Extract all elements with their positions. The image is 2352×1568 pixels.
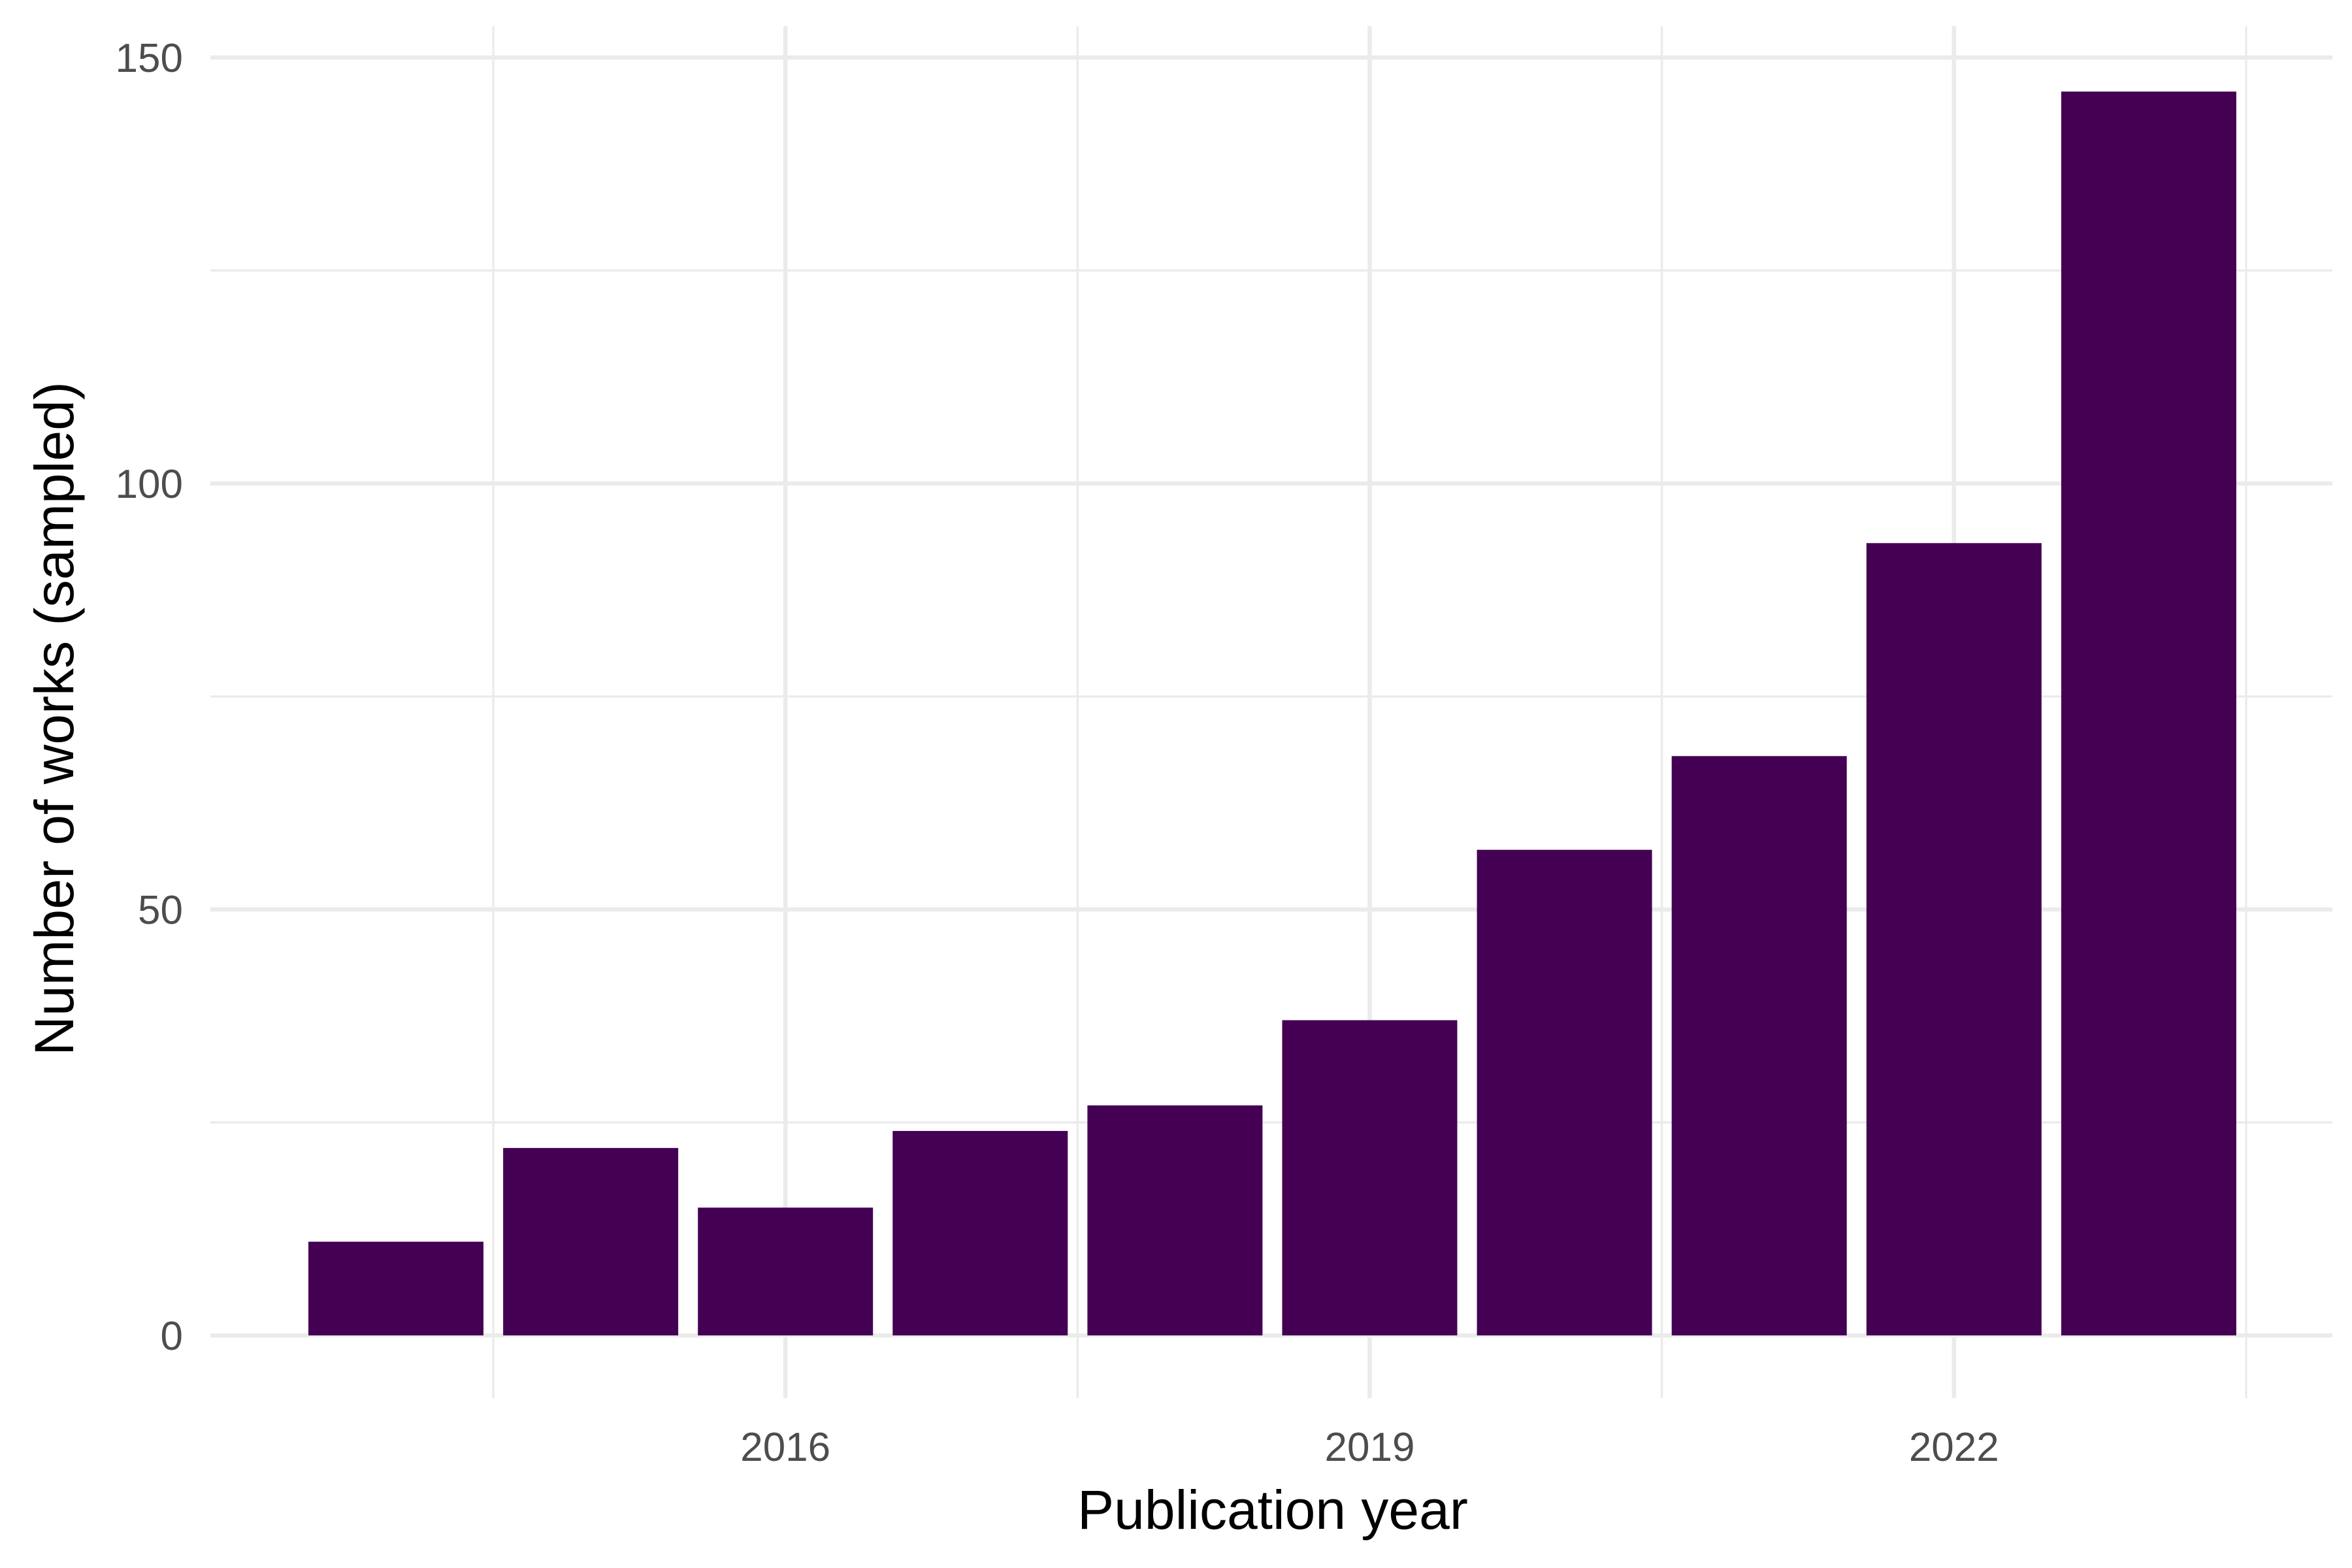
bar-2017 [892,1131,1068,1335]
bar-2014 [308,1241,483,1335]
bar-2023 [2061,91,2236,1335]
y-tick-label: 50 [138,888,183,933]
y-axis-title: Number of works (sampled) [24,382,85,1056]
bar-2022 [1866,543,2042,1335]
x-tick-label: 2019 [1325,1425,1415,1470]
y-tick-label: 0 [161,1314,183,1359]
y-tick-label: 100 [116,462,183,507]
y-axis-tick-labels: 0 50 100 150 [116,36,183,1359]
bar-2021 [1671,756,1847,1335]
bar-2015 [503,1148,679,1335]
bar-2016 [698,1207,874,1335]
y-tick-label: 150 [116,36,183,81]
bar-2019 [1282,1020,1458,1335]
x-axis-tick-labels: 2016 2019 2022 [740,1425,1999,1470]
bar-2018 [1087,1105,1263,1335]
bar-2020 [1477,849,1652,1335]
x-axis-title: Publication year [1077,1479,1468,1541]
x-tick-label: 2016 [740,1425,830,1470]
bars [308,91,2236,1335]
x-tick-label: 2022 [1909,1425,1999,1470]
